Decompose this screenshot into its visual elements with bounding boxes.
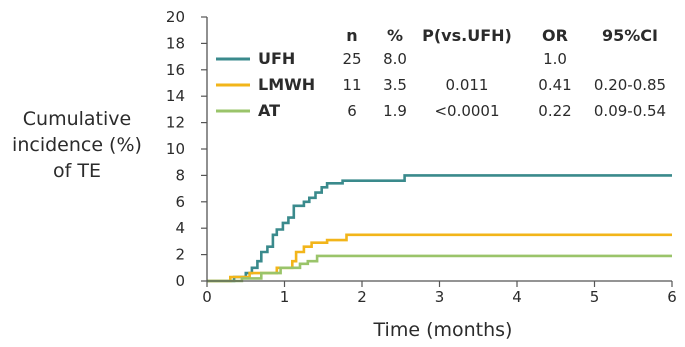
x-tick-label: 6: [667, 288, 677, 306]
y-axis-label-line: of TE: [53, 160, 101, 182]
legend-or-value: 0.22: [538, 102, 571, 120]
legend-label: LMWH: [258, 75, 315, 94]
x-tick-label: 1: [280, 288, 290, 306]
legend-label: UFH: [258, 49, 295, 68]
legend-header: %: [387, 26, 403, 45]
legend-pct-value: 3.5: [383, 76, 407, 94]
legend-pct-value: 8.0: [383, 50, 407, 68]
legend-n-value: 11: [342, 76, 361, 94]
legend-ci-value: 0.20-0.85: [594, 76, 666, 94]
legend-or-value: 0.41: [538, 76, 571, 94]
y-tick-label: 16: [166, 61, 185, 79]
y-tick-label: 20: [166, 8, 185, 26]
legend-header: OR: [542, 26, 568, 45]
y-axis-label-line: incidence (%): [12, 134, 142, 156]
x-tick-label: 3: [435, 288, 445, 306]
legend: n% P(vs.UFH) OR 95%CI UFH 25 8.0 1.0 LMWH 11 3.5 0.…: [216, 26, 666, 120]
legend-p-value: 0.011: [446, 76, 489, 94]
legend-n-value: 6: [347, 102, 357, 120]
y-tick-label: 4: [175, 219, 185, 237]
y-tick-label: 18: [166, 34, 185, 52]
legend-ci-value: 0.09-0.54: [594, 102, 666, 120]
legend-or-value: 1.0: [543, 50, 567, 68]
x-axis-label: Time (months): [373, 319, 513, 341]
y-tick-label: 8: [175, 166, 185, 184]
series-layer: [207, 174, 672, 283]
legend-p-value: <0.0001: [434, 102, 499, 120]
legend-header: n: [346, 26, 357, 45]
x-tick-label: 0: [202, 288, 212, 306]
legend-header: P(vs.UFH): [422, 26, 512, 45]
y-tick-label: 14: [166, 87, 185, 105]
series-line-lmwh: [207, 233, 672, 283]
legend-label: AT: [258, 101, 280, 120]
y-tick-label: 6: [175, 193, 185, 211]
y-tick-label: 2: [175, 246, 185, 264]
y-tick-label: 0: [175, 272, 185, 290]
x-tick-label: 2: [357, 288, 367, 306]
series-line-at: [207, 254, 672, 283]
x-tick-label: 4: [512, 288, 522, 306]
y-tick-label: 10: [166, 140, 185, 158]
legend-pct-value: 1.9: [383, 102, 407, 120]
y-axis-label: Cumulative incidence (%) of TE: [12, 108, 142, 182]
x-tick-label: 5: [590, 288, 600, 306]
series-line-ufh: [207, 174, 672, 283]
y-tick-label: 12: [166, 114, 185, 132]
legend-n-value: 25: [342, 50, 361, 68]
y-axis-label-line: Cumulative: [23, 108, 131, 130]
legend-header: 95%CI: [602, 26, 658, 45]
